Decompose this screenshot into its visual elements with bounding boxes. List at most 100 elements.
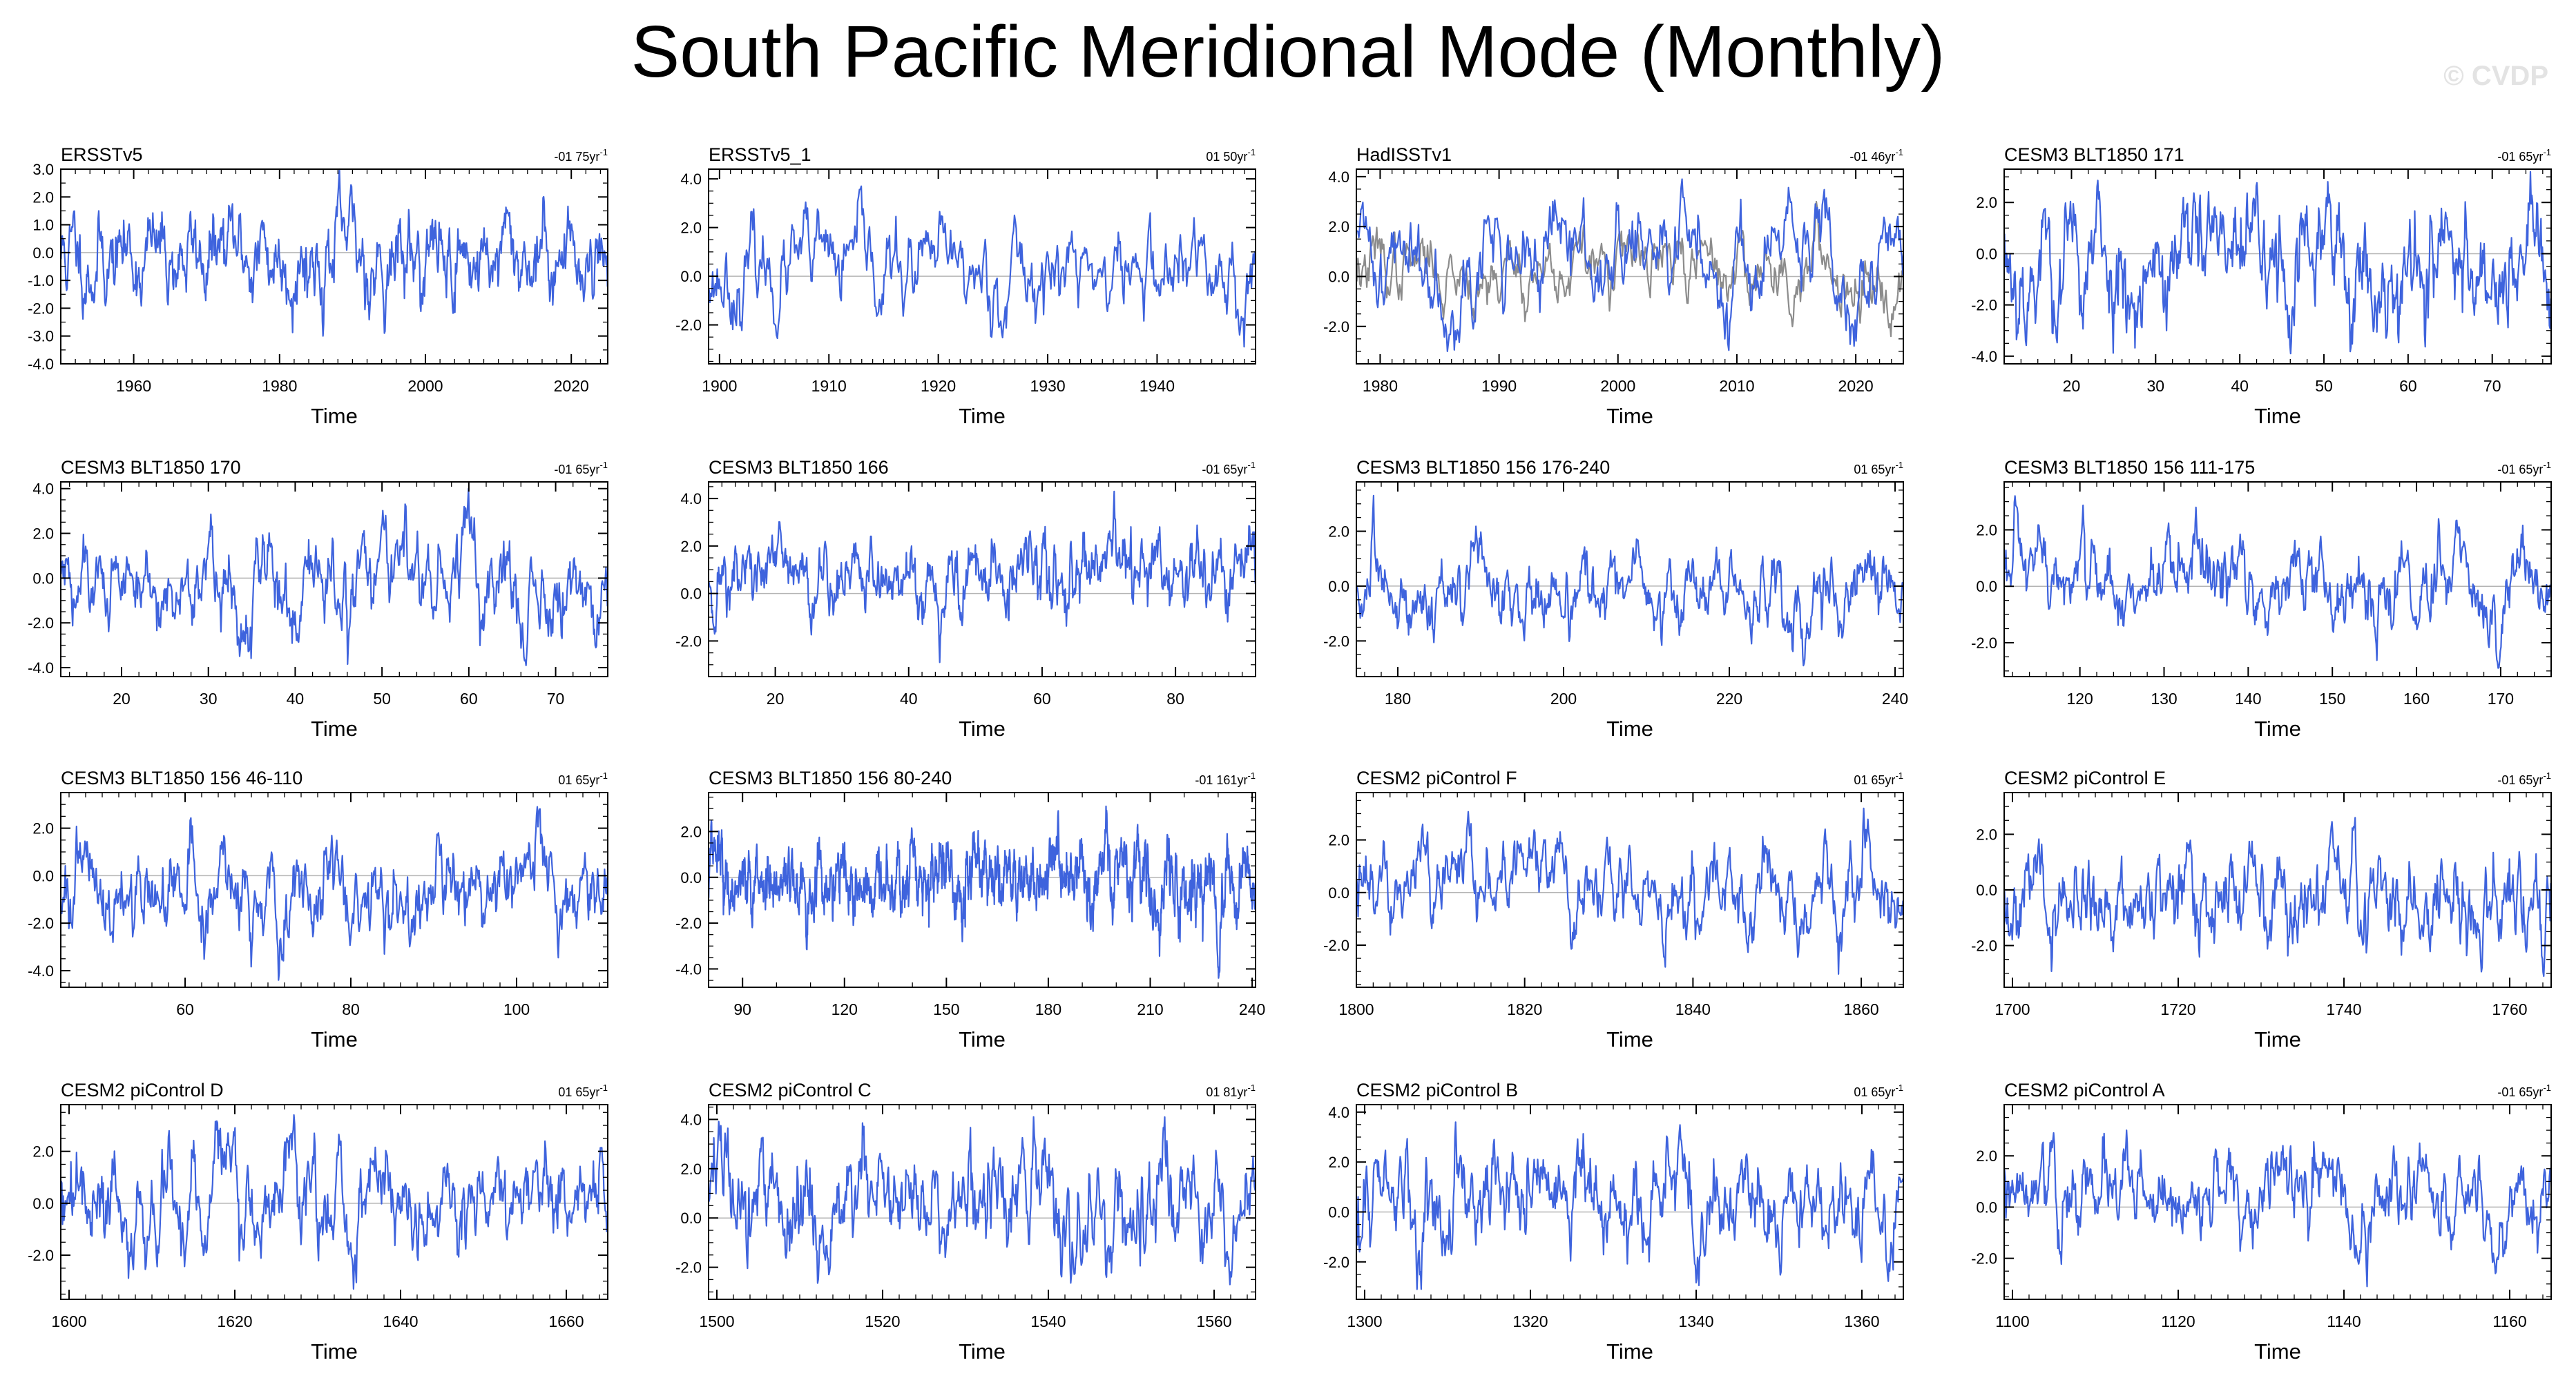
x-tick-label: 130 bbox=[2151, 690, 2177, 708]
x-axis-label: Time bbox=[2254, 1027, 2301, 1051]
x-tick-label: 1540 bbox=[1030, 1312, 1066, 1330]
panel-title: CESM3 BLT1850 171 bbox=[2004, 144, 2184, 165]
trend-label: -01 65yr-1 bbox=[554, 460, 608, 476]
y-tick-label: -2.0 bbox=[1323, 937, 1349, 954]
x-tick-label: 80 bbox=[1166, 690, 1184, 708]
x-tick-label: 1300 bbox=[1347, 1312, 1382, 1330]
x-tick-label: 20 bbox=[767, 690, 785, 708]
panel-10: 90 120 150 180 210 240 2.0 0.0 -2.0 -4.0 CESM3 BLT… bbox=[675, 768, 1265, 1051]
x-axis-label: Time bbox=[959, 1339, 1006, 1364]
x-tick-label: 1660 bbox=[548, 1312, 584, 1330]
x-tick-label: 1640 bbox=[383, 1312, 418, 1330]
y-tick-label: 2.0 bbox=[680, 538, 702, 555]
panel-title: CESM2 piControl E bbox=[2004, 768, 2166, 788]
panel-13: 1600 1620 1640 1660 2.0 0.0 -2.0 CESM2 piContro… bbox=[28, 1080, 608, 1364]
y-tick-label: 0.0 bbox=[32, 244, 54, 262]
panel-1: 1960 1980 2000 2020 3.0 2.0 1.0 0.0 -1.0 -2.0 -3.0… bbox=[28, 144, 608, 428]
y-tick-label: 0.0 bbox=[680, 869, 702, 886]
panel-6: 20 40 60 80 4.0 2.0 0.0 -2.0 CESM3 BLT1850 166 -0… bbox=[675, 457, 1256, 741]
x-tick-label: 2000 bbox=[1600, 377, 1635, 395]
y-tick-label: -2.0 bbox=[1323, 632, 1349, 650]
x-tick-label: 1360 bbox=[1844, 1312, 1879, 1330]
x-axis-label: Time bbox=[311, 1027, 358, 1051]
x-tick-label: 1560 bbox=[1196, 1312, 1231, 1330]
series-line-1 bbox=[60, 168, 608, 337]
panel-14: 1500 1520 1540 1560 4.0 2.0 0.0 -2.0 CESM2 piCon… bbox=[675, 1080, 1256, 1364]
x-tick-label: 1760 bbox=[2492, 1000, 2527, 1018]
y-tick-label: 2.0 bbox=[1328, 1154, 1349, 1171]
y-tick-label: -2.0 bbox=[675, 632, 702, 650]
y-tick-label: -2.0 bbox=[28, 1247, 54, 1264]
y-tick-label: -2.0 bbox=[1971, 634, 1997, 652]
y-tick-label: 0.0 bbox=[1328, 884, 1349, 902]
x-tick-label: 80 bbox=[342, 1000, 360, 1018]
figure-title: South Pacific Meridional Mode (Monthly) bbox=[631, 11, 1945, 93]
x-tick-label: 1520 bbox=[865, 1312, 900, 1330]
x-tick-label: 60 bbox=[176, 1000, 194, 1018]
panel-3: 1980 1990 2000 2010 2020 4.0 2.0 0.0 -2.0 HadISST… bbox=[1323, 144, 1904, 428]
y-tick-label: 3.0 bbox=[32, 161, 54, 178]
x-tick-label: 160 bbox=[2403, 690, 2430, 708]
x-tick-label: 1160 bbox=[2492, 1312, 2526, 1330]
panel-title: CESM2 piControl D bbox=[61, 1080, 224, 1100]
series-line-1 bbox=[2003, 495, 2552, 669]
x-tick-label: 1740 bbox=[2326, 1000, 2361, 1018]
y-tick-label: 0.0 bbox=[1328, 1203, 1349, 1221]
trend-label: -01 65yr-1 bbox=[2497, 1083, 2551, 1099]
x-tick-label: 1980 bbox=[262, 377, 297, 395]
y-tick-label: -1.0 bbox=[28, 272, 54, 289]
series-line-1 bbox=[60, 1114, 608, 1290]
y-tick-label: -4.0 bbox=[28, 356, 54, 373]
y-tick-label: -4.0 bbox=[675, 960, 702, 978]
trend-label: 01 65yr-1 bbox=[558, 1083, 608, 1099]
y-tick-label: 1.0 bbox=[32, 217, 54, 234]
trend-label: 01 65yr-1 bbox=[1854, 1083, 1903, 1099]
x-tick-label: 70 bbox=[2483, 377, 2501, 395]
trend-label: 01 50yr-1 bbox=[1206, 147, 1256, 164]
series-line-1 bbox=[61, 806, 608, 981]
x-tick-label: 1320 bbox=[1512, 1312, 1548, 1330]
plot-frame bbox=[60, 1104, 608, 1300]
x-tick-label: 1900 bbox=[702, 377, 737, 395]
y-tick-label: 2.0 bbox=[680, 1161, 702, 1178]
x-axis-label: Time bbox=[311, 1339, 358, 1364]
y-tick-label: 2.0 bbox=[1976, 1147, 1997, 1165]
x-tick-label: 1910 bbox=[811, 377, 847, 395]
y-tick-label: 2.0 bbox=[1976, 521, 1997, 539]
panel-12: 1700 1720 1740 1760 2.0 0.0 -2.0 CESM2 piContro… bbox=[1971, 768, 2552, 1051]
x-axis-label: Time bbox=[2254, 717, 2301, 741]
panel-title: CESM2 piControl A bbox=[2004, 1080, 2165, 1100]
y-tick-label: -3.0 bbox=[28, 328, 54, 345]
x-tick-label: 60 bbox=[460, 690, 478, 708]
plot-frame bbox=[708, 792, 1256, 988]
x-tick-label: 1120 bbox=[2161, 1312, 2195, 1330]
x-tick-label: 240 bbox=[1239, 1000, 1265, 1018]
panel-16: 1100 1120 1140 1160 2.0 0.0 -2.0 CESM2 piContro… bbox=[1971, 1080, 2552, 1364]
x-tick-label: 1860 bbox=[1843, 1000, 1878, 1018]
y-tick-label: -2.0 bbox=[675, 317, 702, 334]
y-tick-label: 0.0 bbox=[1328, 578, 1349, 595]
x-tick-label: 220 bbox=[1716, 690, 1742, 708]
plot-frame bbox=[2003, 481, 2552, 677]
panel-11: 1800 1820 1840 1860 2.0 0.0 -2.0 CESM2 piContro… bbox=[1323, 768, 1904, 1051]
panel-title: CESM3 BLT1850 156 80-240 bbox=[709, 768, 952, 788]
y-tick-label: 2.0 bbox=[1328, 218, 1349, 235]
series-line-1 bbox=[60, 487, 608, 666]
y-tick-label: 2.0 bbox=[32, 188, 54, 206]
x-tick-label: 60 bbox=[2399, 377, 2417, 395]
y-tick-label: -4.0 bbox=[1971, 348, 1997, 365]
trend-label: 01 65yr-1 bbox=[1854, 770, 1903, 787]
trend-label: 01 81yr-1 bbox=[1206, 1083, 1256, 1099]
x-tick-label: 20 bbox=[2063, 377, 2081, 395]
x-tick-label: 170 bbox=[2488, 690, 2514, 708]
series-line-1 bbox=[1356, 1121, 1904, 1290]
y-tick-label: 4.0 bbox=[680, 1111, 702, 1128]
y-tick-label: -4.0 bbox=[28, 962, 54, 980]
y-tick-label: 0.0 bbox=[1976, 245, 1997, 262]
series-line-1 bbox=[708, 490, 1256, 663]
y-tick-label: 4.0 bbox=[680, 490, 702, 507]
y-tick-label: 4.0 bbox=[680, 171, 702, 188]
y-tick-label: 0.0 bbox=[680, 268, 702, 285]
x-tick-label: 50 bbox=[373, 690, 391, 708]
